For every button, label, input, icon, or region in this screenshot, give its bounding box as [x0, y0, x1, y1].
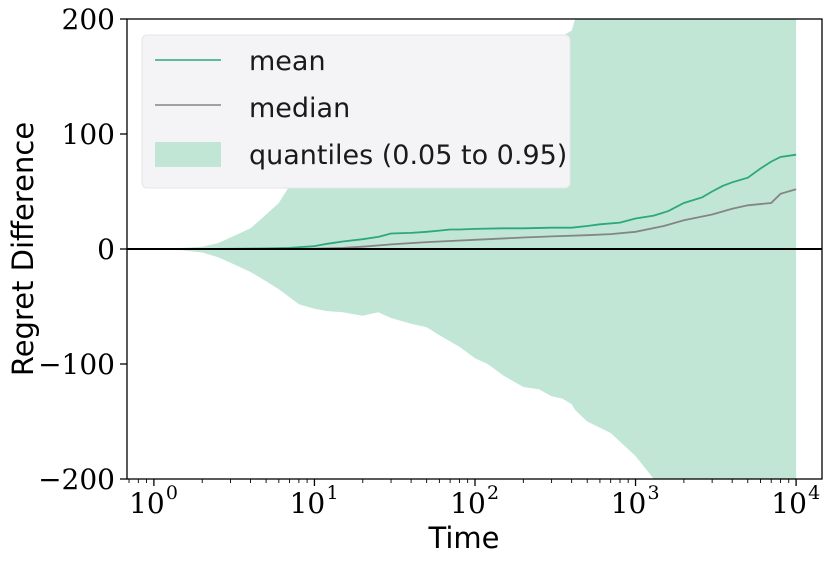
legend-quantile-label: quantiles (0.05 to 0.95) — [249, 140, 567, 171]
x-tick-label: 10 — [611, 487, 647, 520]
y-tick-label: 200 — [62, 3, 115, 36]
y-tick-label: 100 — [62, 118, 115, 151]
legend: mean median quantiles (0.05 to 0.95) — [141, 34, 571, 189]
x-tick-exponent: 0 — [166, 482, 178, 504]
legend-box — [141, 34, 571, 189]
x-tick-exponent: 1 — [326, 482, 338, 504]
legend-median-label: median — [249, 93, 350, 124]
mean-line — [127, 153, 797, 250]
legend-quantile-swatch — [155, 142, 221, 167]
x-tick-label: 10 — [290, 487, 326, 520]
x-tick-label: 10 — [450, 487, 486, 520]
y-tick-label: 0 — [97, 233, 115, 266]
x-tick-label: 10 — [129, 487, 165, 520]
x-tick-exponent: 4 — [808, 482, 820, 504]
x-tick-exponent: 3 — [648, 482, 660, 504]
x-tick-label: 10 — [771, 487, 807, 520]
y-tick-label: −100 — [38, 348, 115, 381]
y-tick-label: −200 — [38, 463, 115, 496]
x-axis-label: Time — [428, 521, 500, 555]
y-axis-label: Regret Difference — [6, 122, 40, 376]
legend-mean-label: mean — [249, 46, 326, 77]
x-tick-exponent: 2 — [487, 482, 499, 504]
